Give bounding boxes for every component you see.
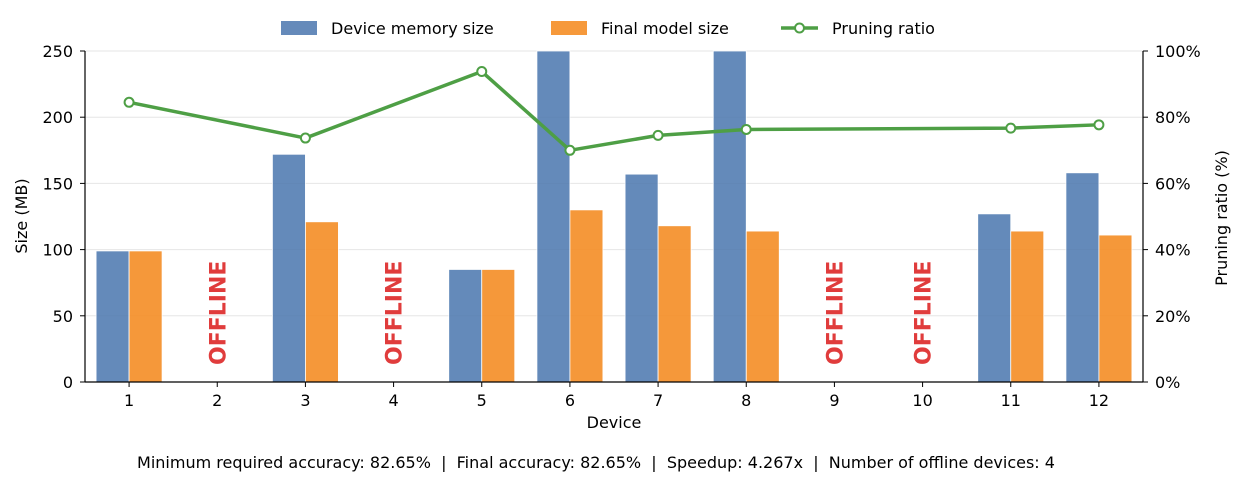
x-tick-label: 10 xyxy=(912,391,932,410)
y-tick-label: 150 xyxy=(42,174,73,193)
x-tick-label: 6 xyxy=(565,391,575,410)
offline-labels: OFFLINE OFFLINE OFFLINE OFFLINE xyxy=(206,261,936,365)
grid-lines xyxy=(85,50,1143,317)
bar-device-memory-size xyxy=(977,213,1012,383)
x-tick-label: 12 xyxy=(1089,391,1109,410)
y-axis-label: Size (MB) xyxy=(12,178,31,253)
y2-tick-label: 80% xyxy=(1155,108,1191,127)
y-tick-label: 100 xyxy=(42,241,73,260)
x-tick-label: 8 xyxy=(741,391,751,410)
y2-axis-label: Pruning ratio (%) xyxy=(1212,150,1231,286)
y-tick-label: 250 xyxy=(42,42,73,61)
pruning-ratio-point xyxy=(123,96,135,108)
legend: Device memory size Final model size Prunin… xyxy=(281,19,935,38)
x-tick-label: 9 xyxy=(829,391,839,410)
legend-label: Device memory size xyxy=(331,19,494,38)
offline-label: OFFLINE xyxy=(383,261,408,365)
pruning-ratio-point xyxy=(740,123,752,135)
pruning-ratio-point xyxy=(1005,122,1017,134)
y-tick-label: 0 xyxy=(63,373,73,392)
y2-tick-label: 20% xyxy=(1155,307,1191,326)
bar-device-memory-size xyxy=(448,269,483,383)
y2-tick-label: 0% xyxy=(1155,373,1180,392)
x-tick-label: 2 xyxy=(212,391,222,410)
offline-label: OFFLINE xyxy=(912,261,937,365)
legend-label: Pruning ratio xyxy=(832,19,935,38)
pruning-ratio-point xyxy=(299,132,311,144)
pruning-ratio-point xyxy=(1093,119,1105,131)
pruning-ratio-point xyxy=(652,129,664,141)
bar-device-memory-size xyxy=(272,153,306,383)
offline-label: OFFLINE xyxy=(823,261,848,365)
bar-device-memory-size xyxy=(712,50,747,383)
bar-final-model-size xyxy=(1010,230,1045,383)
bar-device-memory-size xyxy=(1065,172,1100,383)
bar-final-model-size xyxy=(128,250,163,383)
bar-device-memory-size xyxy=(624,173,659,383)
bar-final-model-size xyxy=(1098,234,1133,383)
bar-device-memory-size xyxy=(95,250,130,383)
summary-caption: Minimum required accuracy: 82.65% | Fina… xyxy=(137,453,1055,472)
bar-final-model-size xyxy=(745,230,780,383)
legend-swatch-device-memory xyxy=(281,21,317,35)
offline-label: OFFLINE xyxy=(206,261,231,365)
bar-final-model-size xyxy=(481,269,516,383)
x-tick-label: 11 xyxy=(1001,391,1021,410)
bar-final-model-size xyxy=(569,209,604,383)
x-tick-label: 1 xyxy=(124,391,134,410)
legend-swatch-final-model xyxy=(551,21,587,35)
bar-final-model-size xyxy=(305,221,339,383)
bar-final-model-size xyxy=(657,225,692,383)
y-tick-label: 200 xyxy=(42,108,73,127)
x-tick-label: 3 xyxy=(300,391,310,410)
bar-device-memory-size xyxy=(536,50,571,383)
y2-tick-label: 40% xyxy=(1155,241,1191,260)
pruning-ratio-point xyxy=(564,144,576,156)
y2-tick-label: 60% xyxy=(1155,174,1191,193)
y2-tick-label: 100% xyxy=(1155,42,1201,61)
x-tick-label: 4 xyxy=(388,391,398,410)
x-tick-label: 7 xyxy=(653,391,663,410)
pruning-ratio-line xyxy=(123,66,1105,156)
pruning-ratio-point xyxy=(476,66,488,78)
x-axis-label: Device xyxy=(587,413,642,432)
legend-marker xyxy=(794,22,805,34)
legend-label: Final model size xyxy=(601,19,729,38)
pruning-ratio-polyline xyxy=(128,69,1099,153)
bars xyxy=(95,50,1133,383)
x-tick-label: 5 xyxy=(477,391,487,410)
y-tick-label: 50 xyxy=(53,307,73,326)
